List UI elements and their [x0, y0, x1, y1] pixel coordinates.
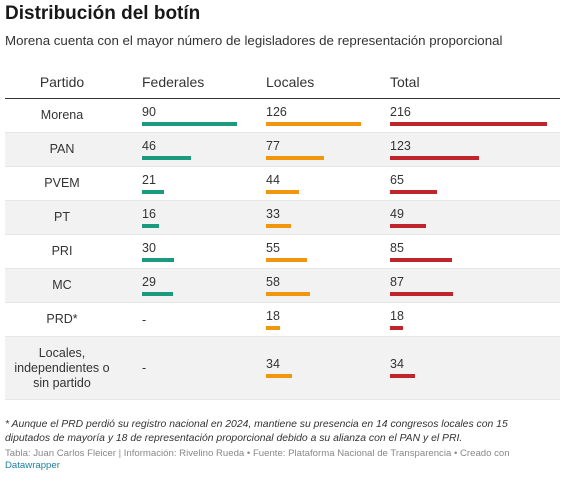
party-name: MC [52, 278, 72, 292]
chart-subtitle: Morena cuenta con el mayor número de leg… [5, 33, 503, 48]
locales-value-label: 34 [266, 357, 280, 371]
total-bar [390, 326, 403, 330]
table-header: Partido Federales Locales Total [5, 66, 560, 99]
column-header-total[interactable]: Total [390, 74, 420, 90]
federales-bar [142, 122, 237, 126]
federales-bar [142, 190, 164, 194]
total-value-label: 18 [390, 309, 404, 323]
party-name: PAN [49, 142, 75, 156]
locales-bar [266, 122, 361, 126]
locales-bar [266, 258, 307, 262]
total-bar [390, 292, 453, 296]
locales-value-label: 55 [266, 241, 280, 255]
party-name: PRD* [46, 312, 78, 326]
total-value-label: 87 [390, 275, 404, 289]
party-name: PVEM [44, 176, 80, 190]
locales-value-label: 77 [266, 139, 280, 153]
data-table: Partido Federales Locales Total Morena 90… [5, 66, 560, 400]
chart-title: Distribución del botín [5, 3, 201, 24]
locales-bar [266, 156, 324, 160]
total-value-label: 216 [390, 105, 411, 119]
column-header-federales[interactable]: Federales [142, 74, 205, 90]
federales-bar [142, 258, 174, 262]
source-text: Tabla: Juan Carlos Fleicer | Información… [5, 448, 510, 459]
federales-value-label: 90 [142, 105, 156, 119]
federales-missing-value: - [142, 313, 147, 327]
total-bar [390, 258, 452, 262]
locales-bar [266, 374, 292, 378]
total-bar [390, 122, 547, 126]
locales-value-label: 18 [266, 309, 280, 323]
total-value-label: 85 [390, 241, 404, 255]
column-header-locales[interactable]: Locales [266, 74, 315, 90]
locales-bar [266, 190, 299, 194]
table-row: PAN 46 77 123 [5, 133, 560, 167]
locales-bar [266, 292, 310, 296]
federales-value-label: 46 [142, 139, 156, 153]
total-bar [390, 190, 437, 194]
federales-value-label: 21 [142, 173, 156, 187]
locales-value-label: 58 [266, 275, 280, 289]
total-value-label: 123 [390, 139, 411, 153]
table-row: PRD* - 18 18 [5, 303, 560, 337]
federales-bar [142, 156, 191, 160]
federales-value-label: 16 [142, 207, 156, 221]
federales-bar [142, 224, 159, 228]
table-row: Locales, independientes o sin partido - 34… [5, 337, 560, 400]
table-row: PVEM 21 44 65 [5, 167, 560, 201]
party-name: PT [54, 210, 70, 224]
total-bar [390, 156, 479, 160]
locales-value-label: 126 [266, 105, 287, 119]
total-bar [390, 224, 426, 228]
federales-value-label: 30 [142, 241, 156, 255]
federales-value-label: 29 [142, 275, 156, 289]
table-body: Morena 90 126 216 PAN 46 77 123 PVEM 21 44 65 PT 16 33… [5, 99, 560, 400]
party-name: Locales, independientes o sin partido [14, 345, 110, 390]
table-row: Morena 90 126 216 [5, 99, 560, 133]
table-row: MC 29 58 87 [5, 269, 560, 303]
table-row: PT 16 33 49 [5, 201, 560, 235]
footnote: * Aunque el PRD perdió su registro nacio… [5, 419, 508, 444]
locales-value-label: 44 [266, 173, 280, 187]
total-value-label: 65 [390, 173, 404, 187]
total-value-label: 34 [390, 357, 404, 371]
locales-bar [266, 326, 280, 330]
total-bar [390, 374, 415, 378]
column-header-party[interactable]: Partido [39, 74, 85, 90]
federales-bar [142, 292, 173, 296]
party-name: Morena [40, 108, 84, 122]
party-name: PRI [51, 244, 73, 258]
locales-bar [266, 224, 291, 228]
federales-missing-value: - [142, 361, 147, 375]
table-row: PRI 30 55 85 [5, 235, 560, 269]
source-line: Tabla: Juan Carlos Fleicer | Información… [5, 448, 545, 473]
total-value-label: 49 [390, 207, 404, 221]
datawrapper-link[interactable]: Datawrapper [5, 460, 60, 472]
locales-value-label: 33 [266, 207, 280, 221]
